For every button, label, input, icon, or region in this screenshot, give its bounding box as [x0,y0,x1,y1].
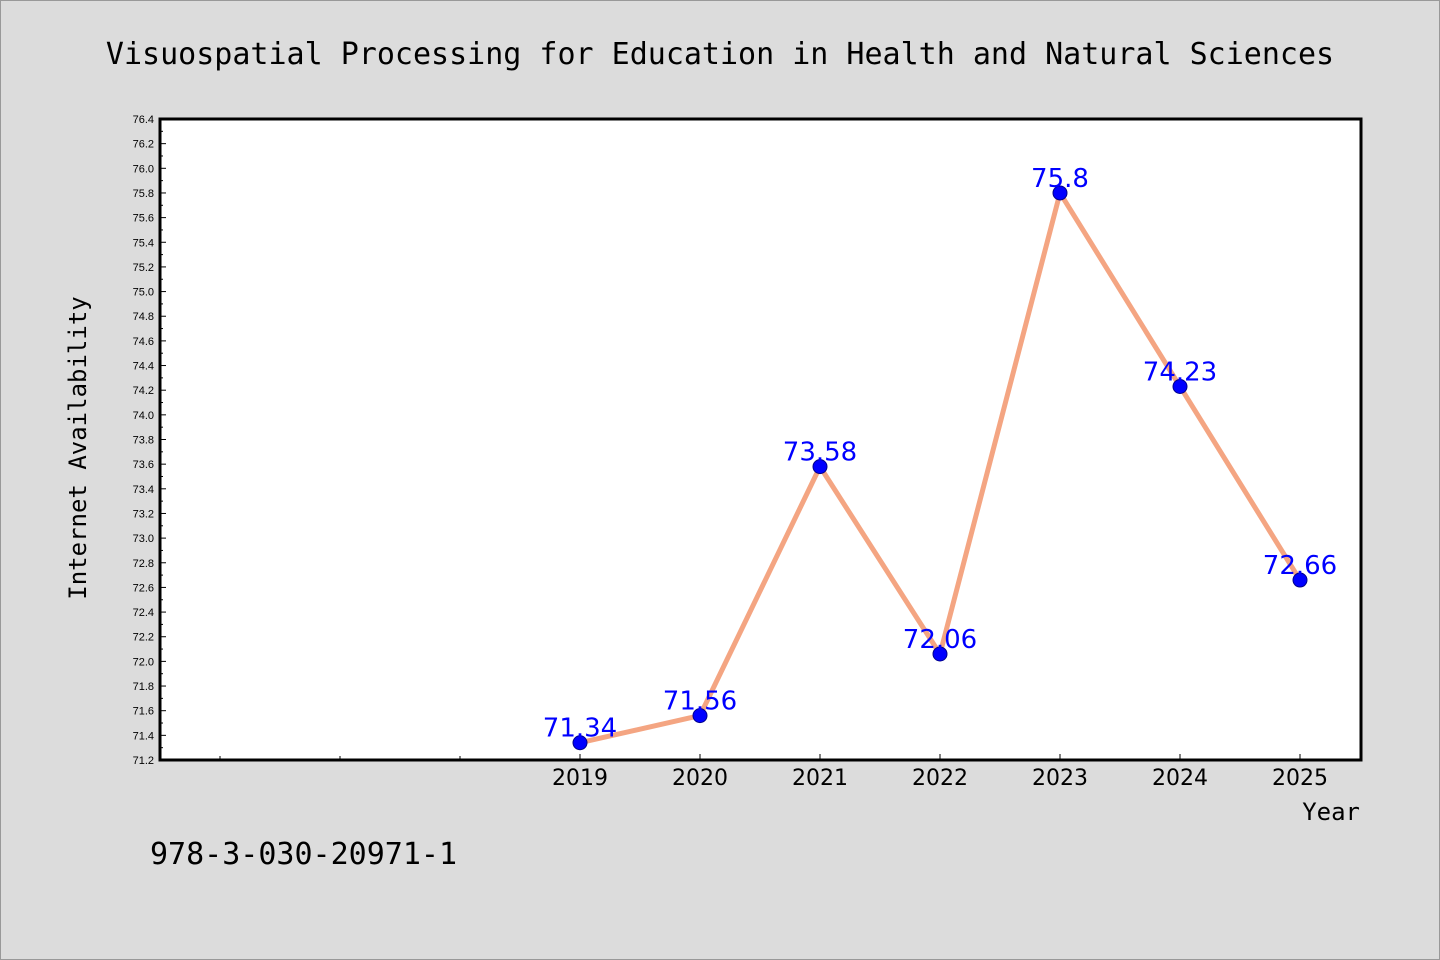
data-point [1052,185,1068,201]
data-point [1172,378,1188,394]
y-tick-label: 72.0 [133,656,154,668]
data-label: 74.23 [1143,357,1217,387]
y-tick-label: 73.8 [133,435,154,447]
y-tick-label: 76.4 [133,114,154,126]
data-point [692,708,708,724]
y-axis: 71.2 71.4 71.6 71.8 72.0 72.2 72.4 72.6 72.8 73.0… [133,114,166,767]
data-label: 72.06 [903,625,977,655]
y-axis-label: Internet Availability [64,296,92,599]
x-tick-label: 2022 [912,766,968,791]
y-tick-label: 73.6 [133,459,154,471]
data-label: 71.56 [663,687,737,717]
y-tick-label: 75.4 [133,237,154,249]
y-tick-label: 71.2 [133,755,154,767]
plot-area [158,117,1363,762]
y-tick-label: 74.8 [133,311,154,323]
y-tick-label: 71.4 [133,730,154,742]
x-axis-label: Year [1302,798,1360,826]
y-tick-label: 73.2 [133,508,154,520]
x-tick-label: 2025 [1272,766,1328,791]
data-labels: 71.34 71.56 73.58 72.06 75.8 74.23 72.66 [543,164,1337,744]
y-tick-label: 75.0 [133,287,154,299]
x-axis: 2019 2020 2021 2022 2023 2024 2025 [219,754,1328,791]
y-tick-label: 75.2 [133,262,154,274]
y-tick-label: 72.8 [133,558,154,570]
y-tick-label: 73.4 [133,484,154,496]
y-tick-label: 74.4 [133,361,154,373]
chart-title: Visuospatial Processing for Education in… [106,37,1334,72]
y-tick-label: 74.0 [133,410,154,422]
y-tick-label: 72.4 [133,607,154,619]
y-tick-label: 73.0 [133,533,154,545]
data-points [572,185,1308,751]
y-tick-label: 72.2 [133,632,154,644]
y-tick-label: 71.6 [133,706,154,718]
data-point [572,735,588,751]
isbn-footer: 978-3-030-20971-1 [150,837,457,872]
x-tick-label: 2023 [1032,766,1088,791]
data-point [932,646,948,662]
data-label: 71.34 [543,714,617,744]
y-tick-label: 75.6 [133,213,154,225]
y-tick-label: 74.6 [133,336,154,348]
y-tick-label: 74.2 [133,385,154,397]
y-tick-label: 75.8 [133,188,154,200]
y-tick-label: 76.2 [133,139,154,151]
data-point [812,459,828,475]
x-tick-label: 2019 [552,766,608,791]
data-label: 72.66 [1263,551,1337,581]
x-tick-label: 2024 [1152,766,1208,791]
y-tick-label: 71.8 [133,681,154,693]
y-tick-label: 72.6 [133,582,154,594]
data-label: 73.58 [783,438,857,468]
data-point [1292,572,1308,588]
data-label: 75.8 [1031,164,1089,194]
x-tick-label: 2021 [792,766,848,791]
x-tick-label: 2020 [672,766,728,791]
y-tick-label: 76.0 [133,163,154,175]
